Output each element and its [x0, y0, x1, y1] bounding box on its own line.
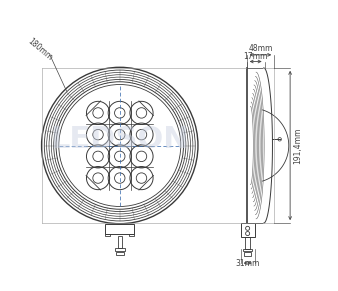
Bar: [116, 252, 123, 255]
Text: 17mm: 17mm: [243, 52, 268, 61]
Bar: [245, 237, 250, 249]
Text: 48mm: 48mm: [248, 45, 273, 54]
Bar: [115, 248, 125, 251]
Bar: [105, 234, 111, 237]
Bar: [129, 234, 134, 237]
Text: 180mm: 180mm: [26, 37, 54, 63]
Bar: [243, 249, 252, 251]
Text: 191,4mm: 191,4mm: [293, 127, 302, 164]
Bar: [118, 237, 122, 248]
Text: 31mm: 31mm: [236, 259, 260, 268]
Bar: [244, 252, 251, 256]
Text: LEDSON: LEDSON: [50, 125, 189, 154]
Bar: [105, 224, 134, 234]
Bar: [241, 223, 255, 237]
